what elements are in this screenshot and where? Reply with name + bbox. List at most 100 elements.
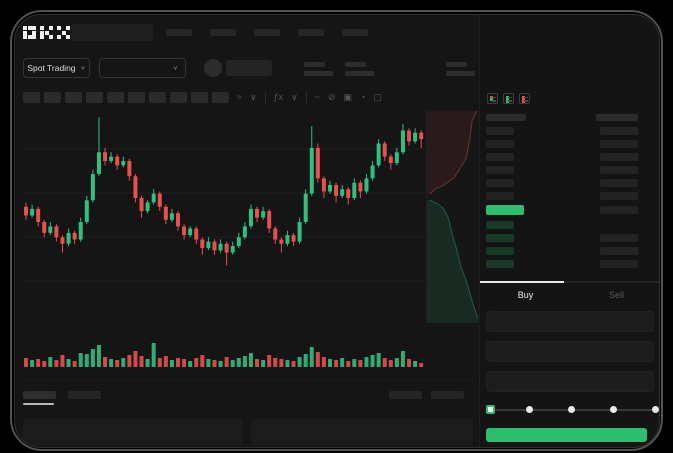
interval-button-placeholder[interactable] <box>44 92 61 103</box>
snapshot-icon[interactable]: ▣ <box>343 92 352 102</box>
interval-button-placeholder[interactable] <box>191 92 208 103</box>
logo-letter <box>57 26 70 39</box>
candlestick-chart[interactable] <box>23 113 426 331</box>
bid-row[interactable] <box>480 231 659 244</box>
ask-price-placeholder <box>486 139 514 148</box>
bid-row[interactable] <box>480 257 659 270</box>
interval-button-placeholder[interactable] <box>23 92 40 103</box>
tab-sell[interactable]: Sell <box>608 290 624 300</box>
toolbar-divider <box>305 91 307 104</box>
chevron-down-icon: ∨ <box>80 65 86 72</box>
bid-amount-placeholder <box>600 259 638 268</box>
order-field-2[interactable] <box>486 371 654 392</box>
ask-bar <box>521 95 525 103</box>
depth-chart <box>426 109 481 326</box>
slider-handle[interactable] <box>486 405 495 414</box>
eraser-icon[interactable]: ⊘ <box>327 92 336 102</box>
timer-icon[interactable]: ◔ <box>359 92 366 102</box>
indicators-icon[interactable]: ƒx <box>273 92 284 102</box>
nav-item-placeholder[interactable] <box>210 29 236 36</box>
ask-row[interactable] <box>480 150 659 163</box>
ask-row[interactable] <box>480 124 659 137</box>
nav-item-placeholder[interactable] <box>166 29 192 36</box>
bid-bar <box>505 95 509 103</box>
amount-header-placeholder <box>596 114 638 121</box>
stat-label-placeholder <box>304 62 325 67</box>
interval-button-placeholder[interactable] <box>128 92 145 103</box>
interval-button-placeholder[interactable] <box>170 92 187 103</box>
ask-amount-placeholder <box>600 139 638 148</box>
interval-button-placeholder[interactable] <box>212 92 229 103</box>
last-price-row[interactable] <box>480 202 659 218</box>
orderbook-split-view-icon[interactable] <box>487 93 498 104</box>
nav-item-placeholder[interactable] <box>342 29 368 36</box>
orders-tab-placeholder[interactable] <box>68 391 101 399</box>
bid-price-placeholder <box>486 259 514 268</box>
ask-amount-placeholder <box>600 191 638 200</box>
line-tool-icon[interactable]: ~ <box>314 92 320 102</box>
ticker-stat <box>446 62 475 76</box>
bid-price-placeholder <box>486 233 514 242</box>
volume-chart <box>24 343 424 367</box>
ask-row[interactable] <box>480 163 659 176</box>
slider-stop[interactable] <box>568 406 575 413</box>
orderbook-sell-view-icon[interactable] <box>519 93 530 104</box>
stat-value-placeholder <box>345 71 374 76</box>
orders-tables <box>23 419 473 446</box>
last-price-bar <box>486 205 524 215</box>
orders-table-placeholder <box>23 419 243 446</box>
slider-stop[interactable] <box>610 406 617 413</box>
ask-row[interactable] <box>480 176 659 189</box>
ask-row[interactable] <box>480 137 659 150</box>
ask-amount-placeholder <box>600 178 638 187</box>
orders-action-placeholder[interactable] <box>431 391 464 399</box>
slider-stop[interactable] <box>652 406 659 413</box>
order-field-1[interactable] <box>486 341 654 362</box>
main-nav <box>166 29 368 36</box>
orders-action-placeholder[interactable] <box>389 391 422 399</box>
indicators-chevron-icon[interactable]: ∨ <box>291 92 298 102</box>
price-header-placeholder <box>486 114 526 121</box>
stat-value-placeholder <box>446 71 475 76</box>
icon-lines <box>523 96 528 102</box>
nav-item-placeholder[interactable] <box>254 29 280 36</box>
ticker-stat <box>345 62 374 76</box>
ask-row[interactable] <box>480 189 659 202</box>
section-divider <box>23 379 473 380</box>
icon-lines <box>491 96 496 102</box>
chart-tools-toolbar: ≈ ∨ ƒx ∨ ~ ⊘ ▣ ◔ ▢ <box>237 91 382 104</box>
bid-row[interactable] <box>480 244 659 257</box>
slider-stop[interactable] <box>526 406 533 413</box>
ask-dot <box>489 96 493 99</box>
bid-row[interactable] <box>480 218 659 231</box>
bid-price-placeholder <box>486 220 514 229</box>
order-field-0[interactable] <box>486 311 654 332</box>
bid-dot <box>489 98 493 101</box>
orders-tab-placeholder[interactable] <box>23 391 56 399</box>
search-input[interactable] <box>71 24 153 41</box>
buy-submit-button[interactable] <box>486 428 647 442</box>
interval-button-placeholder[interactable] <box>107 92 124 103</box>
amount-slider[interactable] <box>486 405 659 414</box>
ask-amount-placeholder <box>600 165 638 174</box>
chart-style-chevron-icon[interactable]: ∨ <box>249 92 257 102</box>
interval-button-placeholder[interactable] <box>86 92 103 103</box>
ask-price-placeholder <box>486 126 514 135</box>
orderbook-buy-view-icon[interactable] <box>503 93 514 104</box>
stat-value-placeholder <box>304 71 333 76</box>
bid-price-placeholder <box>486 246 514 255</box>
tab-buy[interactable]: Buy <box>517 290 534 300</box>
pair-icon-avatar[interactable] <box>204 59 222 77</box>
orders-table-placeholder <box>251 419 473 446</box>
fullscreen-icon[interactable]: ▢ <box>373 92 382 102</box>
nav-item-placeholder[interactable] <box>298 29 324 36</box>
chart-style-icon[interactable]: ≈ <box>237 92 242 102</box>
chevron-down-icon: ∨ <box>172 65 178 72</box>
interval-button-placeholder[interactable] <box>65 92 82 103</box>
market-type-label: Spot Trading <box>27 63 76 73</box>
pair-dropdown[interactable]: ∨ <box>99 58 186 78</box>
orderbook-header-row <box>480 111 659 124</box>
interval-button-placeholder[interactable] <box>149 92 166 103</box>
market-type-selector[interactable]: Spot Trading ∨ <box>23 58 90 78</box>
